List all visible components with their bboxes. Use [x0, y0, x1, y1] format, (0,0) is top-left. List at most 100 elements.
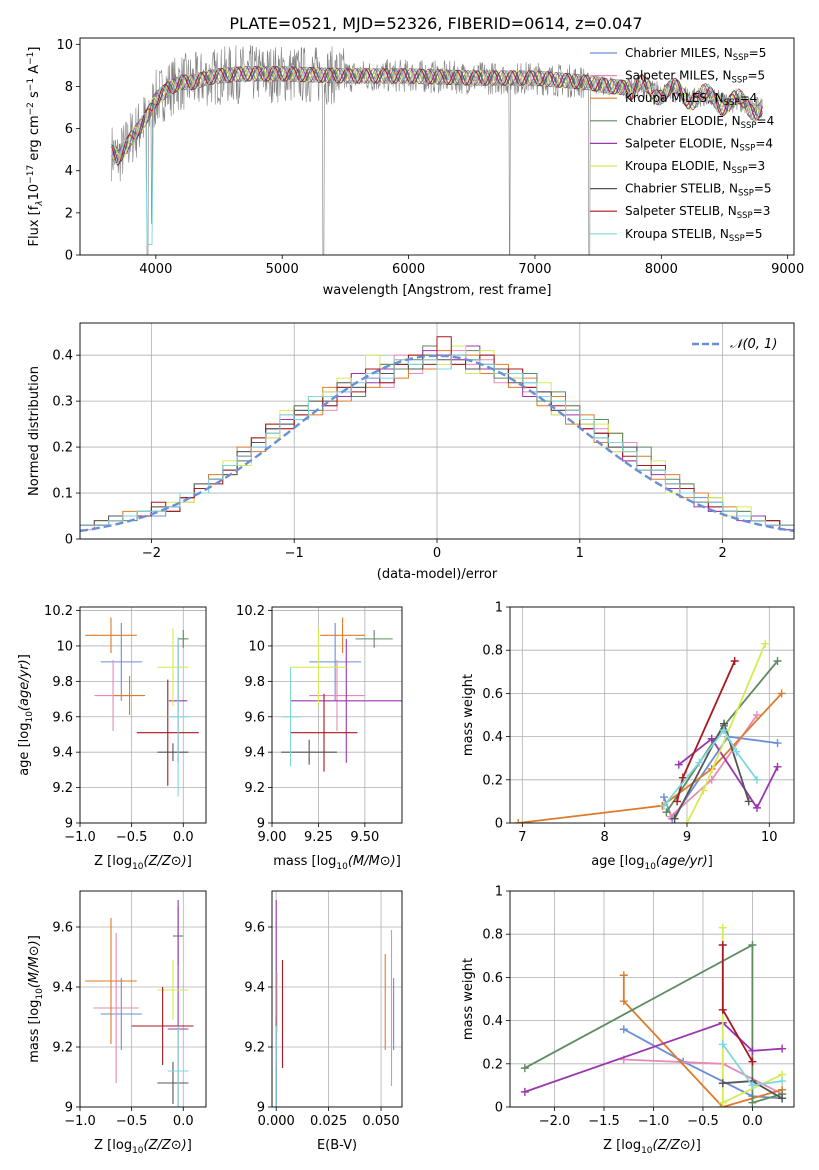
series-marker: [673, 797, 681, 805]
x-tick-label: 0.0: [173, 830, 194, 845]
x-tick-label: 5000: [266, 262, 299, 277]
x-tick-label: 0.0: [173, 1114, 194, 1129]
y-axis-label: mass [log10(M/M⊙)]: [27, 935, 45, 1063]
y-tick-label: 10.2: [236, 604, 265, 619]
x-tick-label: 6000: [392, 262, 425, 277]
y-tick-label: 9: [65, 817, 73, 832]
legend-text: Salpeter ELODIE, N: [625, 136, 739, 150]
legend-value: =5: [747, 69, 765, 83]
legend-text: Salpeter STELIB, N: [625, 204, 737, 218]
legend-sub: SSP: [737, 211, 753, 221]
label-part: Z [log: [603, 1138, 641, 1153]
legend-sub: SSP: [724, 98, 740, 108]
x-axis-label: Z [log10(Z/Z⊙)]: [94, 854, 192, 872]
panel-age_vs_Z: −1.0 −0.5 0.099.29.49.69.81010.2Z [log10(Z…: [17, 604, 206, 872]
label-part: Z [log: [94, 854, 132, 869]
x-tick-label: 8: [601, 830, 609, 845]
x-tick-label: −1: [285, 546, 304, 561]
x-tick-label: 7000: [518, 262, 551, 277]
y-tick-label: 0.2: [52, 441, 73, 456]
x-tick-label: −1.0: [638, 1114, 670, 1129]
series-marker: [719, 924, 727, 932]
label-part: ]: [17, 654, 32, 659]
legend-value: =5: [749, 46, 767, 60]
y-tick-label: 0: [495, 817, 503, 832]
x-tick-label: −1.0: [64, 830, 96, 845]
y-tick-label: 4: [65, 164, 73, 179]
y-tick-label: 9.2: [52, 781, 73, 796]
x-axis-label: age [log10(age/yr)]: [591, 854, 713, 872]
y-tick-label: 0.8: [482, 644, 503, 659]
series-marker: [620, 971, 628, 979]
label-part: ]: [27, 47, 42, 52]
y-tick-label: 9.6: [244, 710, 265, 725]
y-tick-label: 0.3: [52, 395, 73, 410]
label-sub: 10: [25, 711, 35, 723]
y-tick-label: 10: [248, 639, 265, 654]
y-tick-label: 0.4: [482, 730, 503, 745]
x-tick-label: −0.5: [116, 1114, 148, 1129]
y-tick-label: 10.2: [44, 604, 73, 619]
label-part: (Z/Z⊙): [144, 854, 187, 869]
series-marker: [731, 657, 739, 665]
x-tick-label: −2: [142, 546, 161, 561]
label-part: Flux [f: [27, 205, 42, 246]
x-tick-label: −2.0: [539, 1114, 571, 1129]
x-tick-label: 9000: [771, 262, 804, 277]
legend-label: Chabrier MILES, NSSP=5: [625, 46, 766, 63]
axes-frame: [510, 607, 794, 823]
label-part: ]: [708, 854, 713, 869]
x-tick-label: 4000: [139, 262, 172, 277]
series-marker: [761, 640, 769, 648]
x-tick-label: −1.0: [64, 1114, 96, 1129]
label-part: age [log: [17, 723, 32, 776]
label-part: (Z/Z⊙): [653, 1138, 696, 1153]
legend-text: Kroupa MILES, N: [625, 91, 724, 105]
label-part: mass [log: [27, 1000, 42, 1063]
panel-age_vs_mass: 9.00 9.25 9.5099.29.49.69.81010.2mass [log…: [236, 604, 402, 872]
x-tick-label: 8000: [645, 262, 678, 277]
legend-label: Salpeter STELIB, NSSP=3: [625, 204, 770, 221]
y-tick-label: 1: [495, 885, 503, 900]
legend-text: Chabrier MILES, N: [625, 46, 733, 60]
label-part: ]: [187, 854, 192, 869]
plot-area: [281, 618, 402, 772]
x-tick-label: −0.5: [116, 830, 148, 845]
series-marker: [748, 941, 756, 949]
figure: PLATE=0521, MJD=52326, FIBERID=0614, z=0…: [0, 0, 819, 1170]
label-part: (Z/Z⊙): [144, 1138, 187, 1153]
legend-value: =3: [753, 204, 771, 218]
series-marker: [778, 1077, 786, 1085]
label-part: A: [27, 65, 42, 78]
y-tick-label: 9.4: [244, 746, 265, 761]
y-tick-label: 0.2: [482, 1057, 503, 1072]
panel-residuals: −2 −1 0 1 200.10.20.30.4𝒩(0, 1)(data-model)/…: [27, 323, 794, 582]
label-part: s: [27, 91, 42, 102]
x-tick-label: 1: [576, 546, 584, 561]
label-part: (age/yr): [656, 854, 708, 869]
legend-value: =4: [755, 136, 773, 150]
panel-massweight_vs_Z: −2.0 −1.5 −1.0 −0.5 0.000.20.40.60.81Z [log1…: [461, 885, 794, 1157]
legend: Chabrier MILES, NSSP=5Salpeter MILES, NS…: [590, 46, 774, 244]
y-tick-label: 2: [65, 206, 73, 221]
y-tick-label: 0: [495, 1101, 503, 1116]
y-axis-label: Normed distribution: [27, 366, 42, 496]
panel-mass_vs_Z: −1.0 −0.5 0.099.29.49.6Z [log10(Z/Z⊙)]mass…: [27, 891, 206, 1158]
y-tick-label: 0: [65, 533, 73, 548]
x-tick-label: 0: [433, 546, 441, 561]
series-marker: [660, 793, 668, 801]
label-part: ]: [27, 935, 42, 940]
y-tick-label: 10: [56, 639, 73, 654]
plot-area: [85, 618, 199, 797]
series-marker: [774, 739, 782, 747]
x-axis-label: mass [log10(M/M⊙)]: [273, 854, 401, 872]
label-part: Z [log: [94, 1138, 132, 1153]
label-sub: 10: [336, 862, 348, 872]
series-marker: [774, 763, 782, 771]
label-part: (M/M⊙): [348, 854, 396, 869]
y-tick-label: 9.4: [52, 981, 73, 996]
legend-text: Salpeter MILES, N: [625, 69, 732, 83]
label-part: −1: [26, 52, 36, 65]
y-tick-label: 9: [257, 1101, 265, 1116]
series-marker: [778, 1045, 786, 1053]
